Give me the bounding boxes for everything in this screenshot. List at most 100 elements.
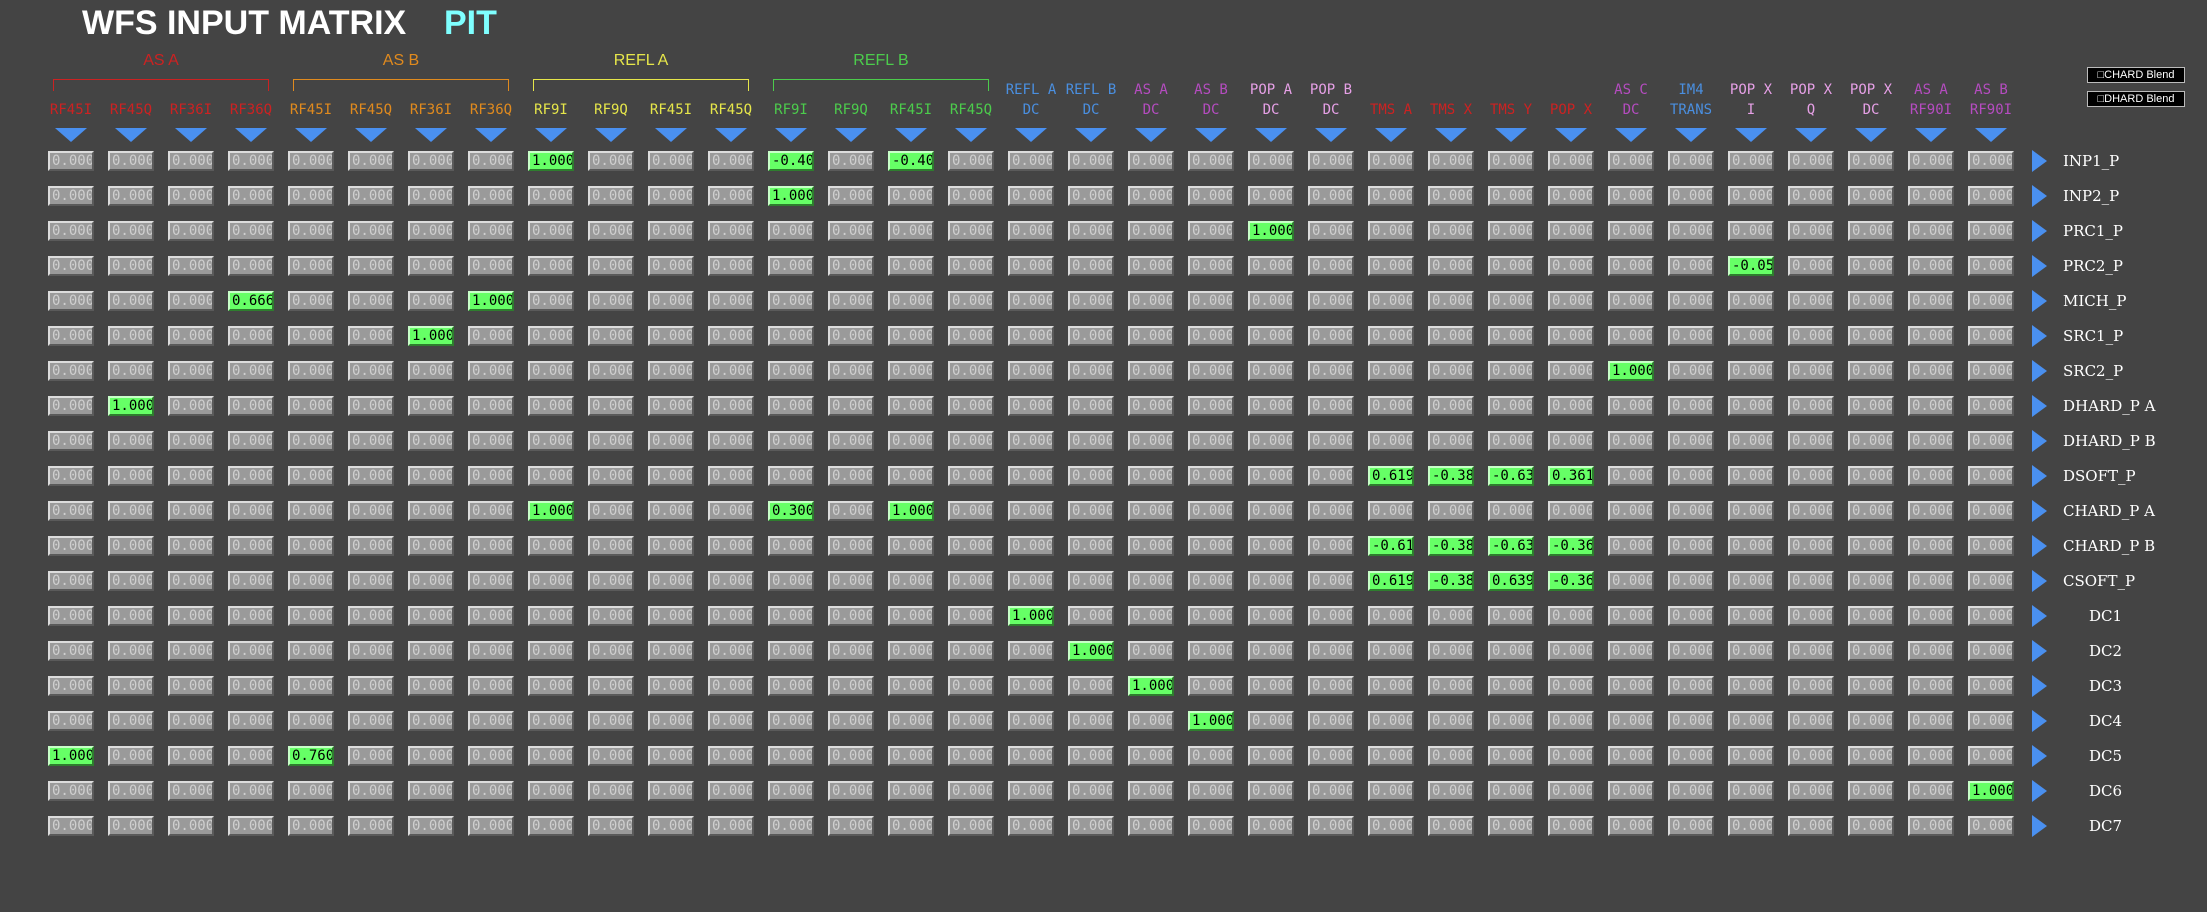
- matrix-cell[interactable]: 0.000: [1368, 641, 1414, 661]
- matrix-cell[interactable]: 0.000: [828, 781, 874, 801]
- matrix-cell[interactable]: 0.000: [948, 291, 994, 311]
- matrix-cell[interactable]: 0.000: [1788, 466, 1834, 486]
- matrix-cell[interactable]: 0.000: [948, 501, 994, 521]
- matrix-cell[interactable]: 0.000: [228, 606, 274, 626]
- matrix-cell[interactable]: 0.000: [228, 816, 274, 836]
- matrix-cell[interactable]: 0.000: [648, 431, 694, 451]
- matrix-cell[interactable]: 0.000: [1068, 711, 1114, 731]
- matrix-cell[interactable]: 0.000: [1848, 571, 1894, 591]
- matrix-cell[interactable]: 0.000: [1908, 256, 1954, 276]
- matrix-cell[interactable]: 0.000: [108, 291, 154, 311]
- matrix-cell[interactable]: 0.000: [588, 816, 634, 836]
- matrix-cell[interactable]: 0.000: [1968, 256, 2014, 276]
- matrix-cell[interactable]: 0.000: [1488, 431, 1534, 451]
- matrix-cell[interactable]: 0.000: [228, 221, 274, 241]
- matrix-cell[interactable]: 0.000: [1068, 396, 1114, 416]
- row-right-arrow-icon[interactable]: [2032, 815, 2047, 837]
- matrix-cell[interactable]: 1.000: [1008, 606, 1054, 626]
- row-right-arrow-icon[interactable]: [2032, 220, 2047, 242]
- matrix-cell[interactable]: 0.000: [708, 361, 754, 381]
- matrix-cell[interactable]: 0.000: [1488, 291, 1534, 311]
- matrix-cell[interactable]: 0.000: [588, 466, 634, 486]
- matrix-cell[interactable]: 0.000: [528, 746, 574, 766]
- matrix-cell[interactable]: 0.000: [1368, 221, 1414, 241]
- matrix-cell[interactable]: 0.000: [1008, 816, 1054, 836]
- matrix-cell[interactable]: 0.000: [1368, 676, 1414, 696]
- matrix-cell[interactable]: 0.000: [1248, 501, 1294, 521]
- matrix-cell[interactable]: 0.000: [48, 291, 94, 311]
- matrix-cell[interactable]: 0.000: [708, 501, 754, 521]
- column-down-arrow-icon[interactable]: [1015, 128, 1047, 142]
- matrix-cell[interactable]: 0.000: [648, 676, 694, 696]
- matrix-cell[interactable]: 0.639: [1488, 571, 1534, 591]
- matrix-cell[interactable]: 0.000: [648, 151, 694, 171]
- row-right-arrow-icon[interactable]: [2032, 325, 2047, 347]
- matrix-cell[interactable]: 0.000: [1068, 291, 1114, 311]
- matrix-cell[interactable]: 0.000: [288, 676, 334, 696]
- matrix-cell[interactable]: 0.000: [528, 571, 574, 591]
- matrix-cell[interactable]: 0.000: [828, 361, 874, 381]
- matrix-cell[interactable]: 0.000: [1488, 501, 1534, 521]
- matrix-cell[interactable]: 0.000: [1608, 816, 1654, 836]
- matrix-cell[interactable]: 0.000: [1848, 256, 1894, 276]
- matrix-cell[interactable]: 0.000: [708, 221, 754, 241]
- matrix-cell[interactable]: 0.000: [1308, 151, 1354, 171]
- matrix-cell[interactable]: 0.000: [408, 676, 454, 696]
- matrix-cell[interactable]: 0.000: [648, 396, 694, 416]
- row-right-arrow-icon[interactable]: [2032, 395, 2047, 417]
- matrix-cell[interactable]: 0.000: [228, 641, 274, 661]
- matrix-cell[interactable]: 0.000: [528, 361, 574, 381]
- matrix-cell[interactable]: 0.000: [1128, 396, 1174, 416]
- matrix-cell[interactable]: 0.000: [408, 711, 454, 731]
- matrix-cell[interactable]: 0.000: [528, 816, 574, 836]
- matrix-cell[interactable]: 0.000: [1248, 641, 1294, 661]
- matrix-cell[interactable]: 0.000: [768, 781, 814, 801]
- matrix-cell[interactable]: 0.000: [1728, 186, 1774, 206]
- row-right-arrow-icon[interactable]: [2032, 430, 2047, 452]
- matrix-cell[interactable]: 0.000: [48, 431, 94, 451]
- matrix-cell[interactable]: 0.000: [1068, 816, 1114, 836]
- matrix-cell[interactable]: 0.000: [288, 711, 334, 731]
- matrix-cell[interactable]: 0.000: [168, 431, 214, 451]
- matrix-cell[interactable]: 0.000: [1308, 221, 1354, 241]
- column-down-arrow-icon[interactable]: [1855, 128, 1887, 142]
- matrix-cell[interactable]: 0.000: [108, 676, 154, 696]
- matrix-cell[interactable]: 0.000: [1368, 501, 1414, 521]
- matrix-cell[interactable]: 0.000: [1008, 256, 1054, 276]
- matrix-cell[interactable]: 0.000: [588, 361, 634, 381]
- matrix-cell[interactable]: 0.000: [1728, 501, 1774, 521]
- matrix-cell[interactable]: 0.000: [708, 746, 754, 766]
- matrix-cell[interactable]: 0.000: [1548, 816, 1594, 836]
- matrix-cell[interactable]: 0.000: [528, 221, 574, 241]
- matrix-cell[interactable]: 0.000: [1488, 256, 1534, 276]
- matrix-cell[interactable]: 0.000: [648, 466, 694, 486]
- matrix-cell[interactable]: 0.000: [1248, 431, 1294, 451]
- column-down-arrow-icon[interactable]: [1975, 128, 2007, 142]
- matrix-cell[interactable]: 1.000: [468, 291, 514, 311]
- matrix-cell[interactable]: 0.000: [408, 641, 454, 661]
- matrix-cell[interactable]: 0.000: [1848, 746, 1894, 766]
- matrix-cell[interactable]: 0.000: [228, 676, 274, 696]
- matrix-cell[interactable]: 0.000: [768, 641, 814, 661]
- matrix-cell[interactable]: 0.000: [1128, 606, 1174, 626]
- matrix-cell[interactable]: 0.000: [1728, 571, 1774, 591]
- column-down-arrow-icon[interactable]: [475, 128, 507, 142]
- matrix-cell[interactable]: 0.000: [108, 186, 154, 206]
- matrix-cell[interactable]: 0.000: [1248, 361, 1294, 381]
- matrix-cell[interactable]: 0.000: [1428, 781, 1474, 801]
- matrix-cell[interactable]: 0.000: [888, 606, 934, 626]
- matrix-cell[interactable]: 0.000: [1788, 501, 1834, 521]
- matrix-cell[interactable]: 0.000: [1788, 816, 1834, 836]
- matrix-cell[interactable]: 0.000: [288, 431, 334, 451]
- matrix-cell[interactable]: 0.000: [888, 536, 934, 556]
- matrix-cell[interactable]: 0.000: [1008, 711, 1054, 731]
- column-down-arrow-icon[interactable]: [1135, 128, 1167, 142]
- matrix-cell[interactable]: 0.000: [1308, 746, 1354, 766]
- matrix-cell[interactable]: 0.000: [228, 781, 274, 801]
- matrix-cell[interactable]: 0.000: [1968, 361, 2014, 381]
- matrix-cell[interactable]: 0.000: [1788, 361, 1834, 381]
- matrix-cell[interactable]: 0.000: [1008, 186, 1054, 206]
- matrix-cell[interactable]: 0.000: [708, 396, 754, 416]
- matrix-cell[interactable]: 0.000: [1188, 571, 1234, 591]
- matrix-cell[interactable]: 0.000: [888, 466, 934, 486]
